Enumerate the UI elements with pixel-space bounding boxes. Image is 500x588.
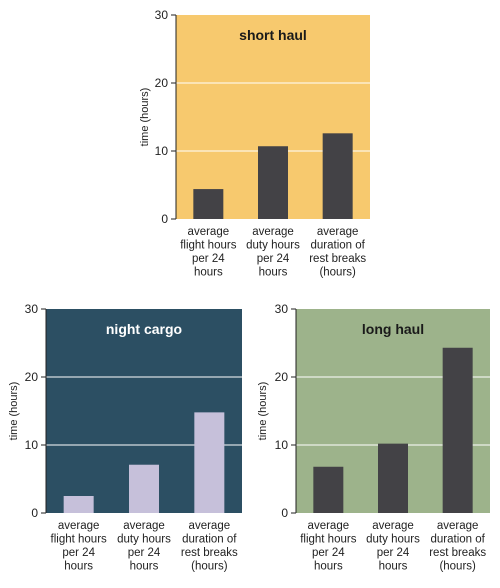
y-tick-label: 30 — [275, 302, 289, 316]
bar-1 — [193, 189, 224, 219]
x-category-label: average duty hours per 24 hours — [117, 520, 171, 573]
x-category-label-line: flight hours — [300, 534, 357, 546]
bar-2 — [258, 146, 288, 219]
x-category-label-line: average — [308, 520, 350, 532]
y-tick-label: 0 — [281, 506, 288, 520]
bar-3 — [442, 347, 473, 513]
x-category-label: average flight hours per 24 hours — [180, 226, 237, 279]
x-category-label-line: average — [317, 226, 359, 238]
x-category-label: average flight hours per 24 hours — [51, 520, 108, 573]
chart-short-haul: 0 10 20 30 time (hours) short haul average flig… — [139, 8, 370, 279]
bar-2 — [129, 464, 159, 513]
y-axis-label: time (hours) — [139, 88, 151, 147]
y-tick-label: 30 — [155, 8, 169, 22]
x-category-label-line: average — [372, 520, 414, 532]
x-category-label-line: hours — [314, 561, 343, 573]
x-category-label-line: average — [123, 520, 165, 532]
x-category-label-line: (hours) — [439, 561, 476, 573]
x-category-label-line: (hours) — [191, 561, 228, 573]
x-category-label-line: flight hours — [51, 534, 108, 546]
x-category-label-line: per 24 — [312, 547, 345, 559]
x-category-label: average duty hours per 24 hours — [246, 226, 300, 279]
x-category-label-line: duty hours — [246, 240, 300, 252]
x-category-label-line: rest breaks — [181, 547, 238, 559]
x-category-label-line: hours — [130, 561, 159, 573]
y-tick-label: 20 — [25, 370, 39, 384]
chart-title: short haul — [239, 27, 307, 43]
x-category-label: average duration of rest breaks (hours) — [181, 520, 238, 573]
y-tick-label: 10 — [155, 144, 169, 158]
x-category-label-line: hours — [379, 561, 408, 573]
x-category-label-line: per 24 — [377, 547, 410, 559]
x-category-label-line: duration of — [430, 534, 485, 546]
x-category-label-line: average — [188, 226, 230, 238]
x-category-label: average duty hours per 24 hours — [366, 520, 420, 573]
chart-title: long haul — [362, 321, 424, 337]
x-category-label-line: average — [189, 520, 231, 532]
x-category-label-line: hours — [259, 267, 288, 279]
y-axis-label: time (hours) — [8, 382, 20, 441]
x-category-label: average duration of rest breaks (hours) — [429, 520, 486, 573]
y-tick-label: 0 — [31, 506, 38, 520]
x-category-label-line: duration of — [310, 240, 365, 252]
x-category-label-line: average — [58, 520, 100, 532]
x-category-label-line: flight hours — [180, 240, 237, 252]
x-category-label-line: per 24 — [62, 547, 95, 559]
chart-title: night cargo — [106, 321, 182, 337]
x-category-label-line: hours — [64, 561, 93, 573]
y-tick-label: 30 — [25, 302, 39, 316]
x-category-label: average duration of rest breaks (hours) — [309, 226, 366, 279]
bar-2 — [378, 443, 408, 513]
x-category-label-line: duration of — [182, 534, 237, 546]
x-category-label-line: (hours) — [319, 267, 356, 279]
y-tick-label: 10 — [25, 438, 39, 452]
x-category-label-line: rest breaks — [309, 253, 366, 265]
x-category-label-line: duty hours — [117, 534, 171, 546]
x-category-label-line: rest breaks — [429, 547, 486, 559]
x-category-label-line: average — [437, 520, 479, 532]
x-category-label-line: hours — [194, 267, 223, 279]
bar-1 — [313, 466, 344, 513]
x-category-label-line: per 24 — [128, 547, 161, 559]
y-axis-label: time (hours) — [257, 382, 269, 441]
x-category-label-line: average — [252, 226, 294, 238]
x-category-label: average flight hours per 24 hours — [300, 520, 357, 573]
bar-3 — [194, 412, 225, 513]
y-tick-label: 20 — [155, 76, 169, 90]
y-tick-label: 20 — [275, 370, 289, 384]
x-category-label-line: per 24 — [257, 253, 290, 265]
bar-3 — [322, 133, 353, 219]
bar-1 — [63, 496, 94, 513]
y-tick-label: 0 — [161, 212, 168, 226]
y-tick-label: 10 — [275, 438, 289, 452]
x-category-label-line: per 24 — [192, 253, 225, 265]
chart-night-cargo: 0 10 20 30 time (hours) night cargo average fli… — [8, 302, 242, 573]
x-category-label-line: duty hours — [366, 534, 420, 546]
chart-long-haul: 0 10 20 30 time (hours) long haul average fligh… — [257, 302, 490, 573]
